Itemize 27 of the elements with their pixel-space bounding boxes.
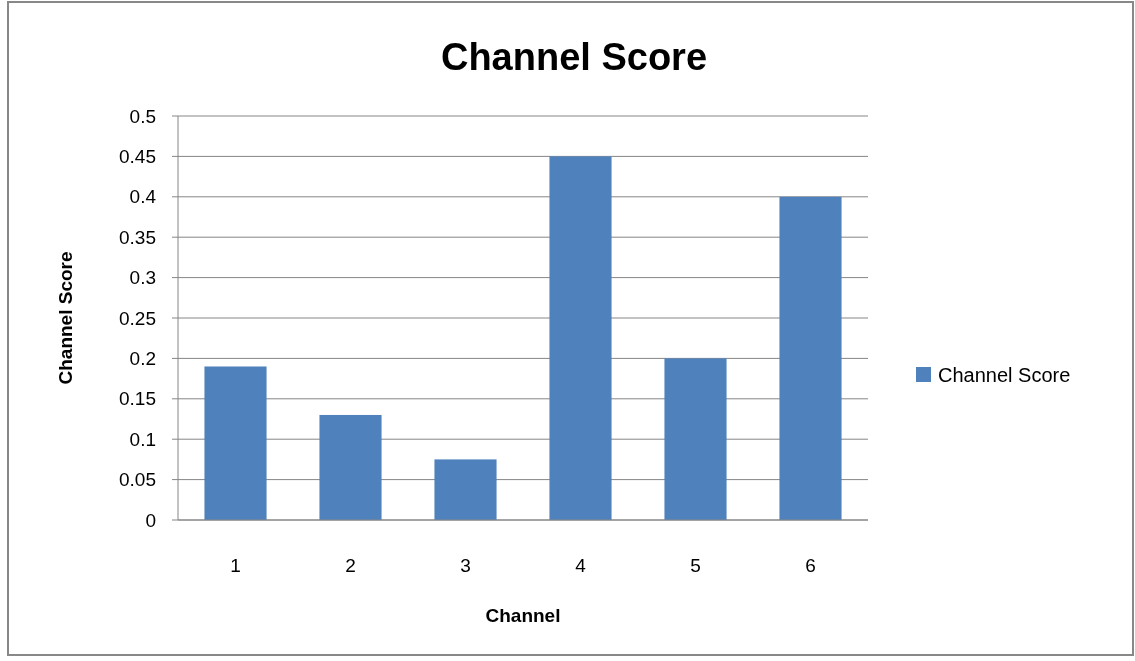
legend-label: Channel Score bbox=[938, 364, 1071, 386]
bar bbox=[319, 414, 382, 520]
x-tick-label: 4 bbox=[575, 555, 587, 576]
y-tick-label: 0.2 bbox=[129, 348, 156, 370]
bar bbox=[549, 156, 612, 520]
y-tick-label: 0.15 bbox=[119, 388, 156, 410]
y-tick-label: 0.45 bbox=[119, 146, 156, 168]
y-tick-label: 0.25 bbox=[119, 307, 156, 329]
x-tick-label: 1 bbox=[230, 555, 241, 576]
bar bbox=[204, 366, 267, 520]
y-tick-label: 0.1 bbox=[129, 428, 156, 450]
y-tick-label: 0.4 bbox=[129, 186, 157, 208]
bar bbox=[664, 358, 727, 520]
x-tick-label: 2 bbox=[345, 555, 356, 576]
bar bbox=[779, 196, 842, 520]
x-tick-label: 5 bbox=[690, 555, 701, 576]
bar bbox=[434, 459, 497, 520]
y-tick-label: 0.35 bbox=[119, 226, 156, 248]
x-tick-label: 6 bbox=[805, 555, 816, 576]
y-tick-label: 0 bbox=[145, 509, 156, 531]
y-tick-label: 0.3 bbox=[129, 267, 156, 289]
x-axis-title: Channel bbox=[485, 605, 561, 626]
y-tick-label: 0.5 bbox=[129, 105, 156, 127]
y-tick-label: 0.05 bbox=[119, 469, 156, 491]
y-axis-title: Channel Score bbox=[55, 251, 76, 385]
x-tick-label: 3 bbox=[460, 555, 471, 576]
chart-title: Channel Score bbox=[440, 36, 708, 78]
